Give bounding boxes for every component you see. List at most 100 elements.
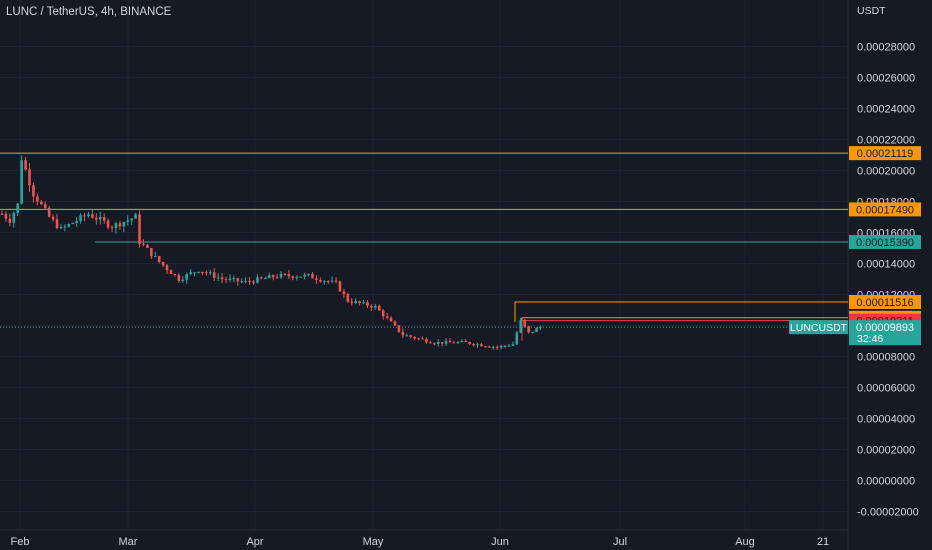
candle	[91, 209, 94, 219]
candle	[405, 333, 409, 337]
candle-body	[43, 204, 47, 208]
candle	[491, 345, 495, 350]
candle-body	[405, 335, 409, 337]
candle	[28, 163, 31, 192]
candle	[169, 269, 173, 275]
candle-body	[75, 221, 78, 224]
price-tag-label: 0.00015390	[856, 237, 914, 249]
candle	[354, 298, 357, 305]
candle-body	[173, 274, 177, 276]
candle-body	[366, 302, 369, 306]
price-tag-label: 0.00021119	[857, 148, 913, 160]
candle-body	[212, 272, 216, 278]
candle	[342, 288, 346, 299]
y-tick-label: 0.00022000	[857, 135, 915, 147]
candle-body	[429, 342, 432, 344]
candle	[476, 342, 479, 349]
candle-body	[484, 346, 487, 348]
price-tags: 0.00021119 0.00017490 0.00015390 0.00011516…	[789, 146, 921, 346]
candle-body	[283, 273, 287, 275]
candle	[71, 222, 75, 225]
candle	[460, 339, 464, 343]
candle-body	[527, 326, 530, 333]
price-tag: 0.00015390	[849, 234, 921, 249]
candle	[205, 270, 208, 276]
candle	[244, 277, 247, 284]
candle	[67, 223, 71, 228]
candle-body	[535, 328, 538, 332]
candle-body	[311, 273, 314, 279]
candle-body	[193, 272, 196, 274]
candle-body	[248, 280, 251, 282]
candle-body	[260, 277, 263, 279]
candle-body	[338, 281, 342, 292]
candle	[177, 272, 181, 283]
price-tag-bg	[849, 295, 921, 310]
candle-body	[169, 270, 173, 275]
y-tick-label: 0.00002000	[857, 445, 915, 457]
candle	[161, 261, 165, 268]
x-tick-label: Aug	[735, 536, 755, 548]
candle	[495, 345, 499, 351]
candle-body	[279, 273, 283, 278]
y-tick-label: 0.00028000	[857, 42, 915, 54]
candle-body	[228, 278, 232, 280]
candle-body	[98, 217, 102, 220]
candle-body	[256, 277, 259, 283]
candle-body	[63, 226, 67, 228]
candle	[134, 212, 137, 219]
candle-body	[295, 277, 299, 279]
candle	[55, 214, 59, 230]
candle-body	[4, 213, 8, 219]
candle	[464, 338, 468, 343]
candle-body	[385, 316, 389, 318]
candle-body	[334, 280, 338, 282]
candle	[370, 304, 373, 311]
candle-body	[444, 340, 448, 344]
candle	[248, 276, 251, 285]
candle	[334, 277, 338, 284]
candle	[425, 337, 428, 344]
candle	[36, 193, 39, 206]
candle	[102, 213, 106, 224]
candle-body	[208, 272, 212, 274]
candle-body	[0, 213, 4, 215]
candle-body	[315, 278, 318, 281]
candle-body	[126, 220, 130, 223]
y-tick-label: 0.00004000	[857, 414, 915, 426]
candle-body	[47, 207, 51, 217]
candle-body	[503, 345, 507, 347]
candle-body	[118, 223, 122, 227]
candle	[531, 331, 534, 334]
price-axis[interactable]: 0.00028000 0.00026000 0.00024000 0.00022000…	[857, 42, 919, 519]
candle	[488, 345, 491, 348]
candle	[468, 341, 471, 346]
candle	[484, 345, 487, 348]
candle	[118, 221, 122, 230]
candle	[472, 343, 475, 347]
candle-body	[358, 301, 361, 303]
price-tag: 0.00021119	[849, 146, 921, 161]
price-lines	[0, 152, 848, 341]
candle	[393, 320, 397, 327]
candle	[32, 182, 35, 203]
time-axis[interactable]: Feb Mar Apr May Jun Jul Aug 21	[11, 536, 830, 548]
candle	[51, 214, 55, 222]
candle	[114, 221, 118, 234]
x-tick-label: Jun	[491, 536, 509, 548]
candle	[59, 224, 63, 230]
candle-body	[452, 342, 456, 344]
candle	[413, 336, 416, 341]
candle-body	[271, 275, 275, 278]
candle	[322, 280, 326, 285]
candle-body	[165, 265, 169, 271]
candle-body	[224, 279, 228, 281]
candle-body	[326, 281, 330, 283]
candle-body	[236, 278, 240, 282]
y-tick-label: 0.00014000	[857, 259, 915, 271]
candle	[47, 205, 51, 218]
candle	[507, 343, 511, 348]
candle	[126, 215, 130, 226]
candle-body	[189, 272, 192, 275]
